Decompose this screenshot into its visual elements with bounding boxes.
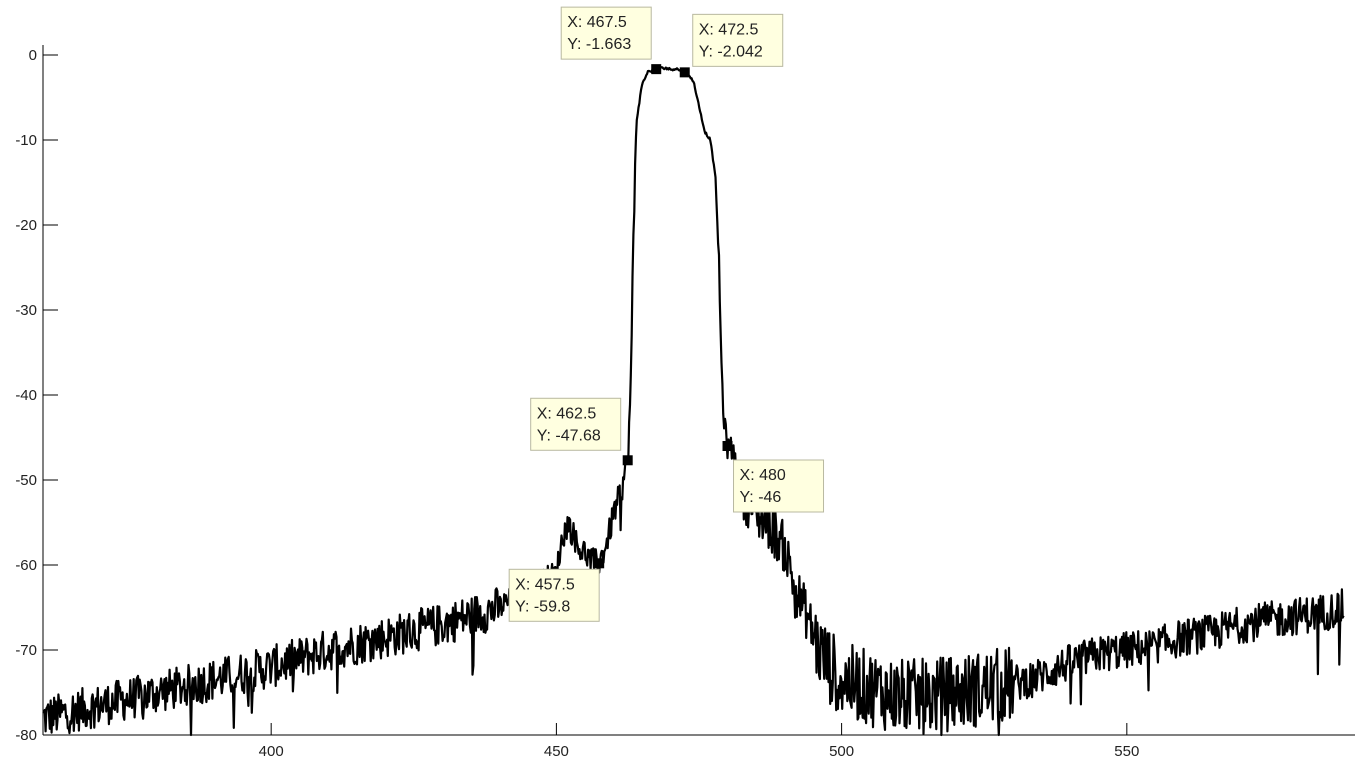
x-tick-label: 400 xyxy=(259,743,284,760)
x-tick-label: 450 xyxy=(544,743,569,760)
data-tip-box xyxy=(530,397,622,451)
y-tick-label: -60 xyxy=(15,557,37,574)
data-tip-x-label: X: 467.5 xyxy=(567,14,627,31)
y-tick-label: -20 xyxy=(15,217,37,234)
data-tip-y-label: Y: -46 xyxy=(740,489,782,506)
data-tip-y-label: Y: -1.663 xyxy=(567,36,631,53)
data-tip-x-label: X: 472.5 xyxy=(699,21,759,38)
y-tick-label: -10 xyxy=(15,132,37,149)
chart-axes: 0 -10 -20 -30 -40 -50 -60 -70 -80 400 450 500 550 xyxy=(15,45,1355,760)
y-tick-label: 0 xyxy=(29,47,37,64)
data-tip-x-label: X: 457.5 xyxy=(515,576,575,593)
y-tick-label: -80 xyxy=(15,727,37,744)
data-tip-y-label: Y: -47.68 xyxy=(537,427,601,444)
x-tick-label: 500 xyxy=(829,743,854,760)
data-tip-x-label: X: 480 xyxy=(740,467,786,484)
series-line xyxy=(42,66,1345,737)
y-tick-label: -50 xyxy=(15,472,37,489)
y-tick-label: -70 xyxy=(15,642,37,659)
data-tip-marker xyxy=(679,67,690,78)
chart-series xyxy=(42,66,1345,737)
y-tick-label: -40 xyxy=(15,387,37,404)
y-tick-label: -30 xyxy=(15,302,37,319)
data-tip-marker xyxy=(622,455,633,466)
data-tip-marker xyxy=(594,558,605,569)
data-tip-box xyxy=(508,568,600,622)
data-tip-box xyxy=(733,459,825,513)
data-tip-y-label: Y: -2.042 xyxy=(699,43,763,60)
data-tip-box xyxy=(560,6,652,60)
data-tip-box xyxy=(692,13,784,67)
data-tip-marker xyxy=(651,64,662,75)
data-tip-x-label: X: 462.5 xyxy=(537,405,597,422)
data-tips: X: 467.5 Y: -1.663 X: 472.5 Y: -2.042 X: 462… xyxy=(508,6,825,622)
x-tick-label: 550 xyxy=(1114,743,1139,760)
data-tip-marker xyxy=(722,441,733,451)
data-tip-y-label: Y: -59.8 xyxy=(515,598,570,615)
